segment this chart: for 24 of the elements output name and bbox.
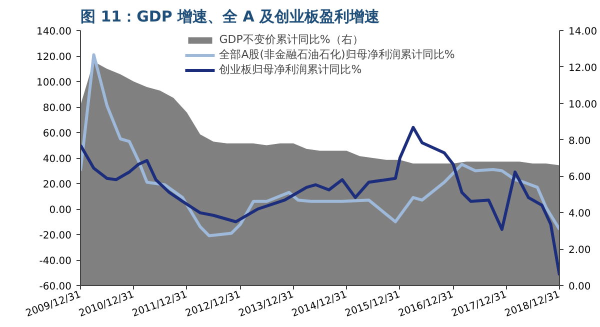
y-tick-label: 80.00 (42, 103, 72, 114)
legend-label: 创业板归母净利润累计同比% (219, 62, 362, 77)
y-tick-label: 140.00 (36, 26, 72, 38)
y2-tick-label: 14.00 (568, 26, 598, 38)
y-tick-label: 40.00 (42, 154, 72, 165)
legend-label: GDP不变价累计同比%（右） (219, 32, 364, 47)
line-series (80, 126, 560, 277)
y2-tick-label: 8.00 (568, 136, 591, 147)
y-tick-label: 120.00 (36, 52, 72, 63)
y-tick-label: 0.00 (49, 205, 72, 216)
chart-title: 图 11：GDP 增速、全 A 及创业板盈利增速 (80, 8, 381, 26)
legend-label: 全部A股(非金融石油石化)归母净利润累计同比% (219, 47, 455, 62)
y2-tick-label: 2.00 (568, 245, 591, 256)
y2-tick-label: 12.00 (568, 62, 598, 74)
y-tick-label: -60.00 (39, 282, 72, 292)
y-tick-label: -20.00 (39, 230, 72, 242)
y2-tick-label: 10.00 (568, 99, 598, 110)
y2-tick-label: 0.00 (568, 282, 591, 292)
y-tick-label: 20.00 (42, 180, 72, 190)
y-tick-label: -40.00 (39, 256, 72, 267)
y2-tick-label: 4.00 (568, 208, 591, 220)
y-tick-label: 100.00 (36, 78, 72, 88)
y2-tick-label: 6.00 (568, 172, 591, 184)
y-tick-label: 60.00 (42, 128, 72, 140)
